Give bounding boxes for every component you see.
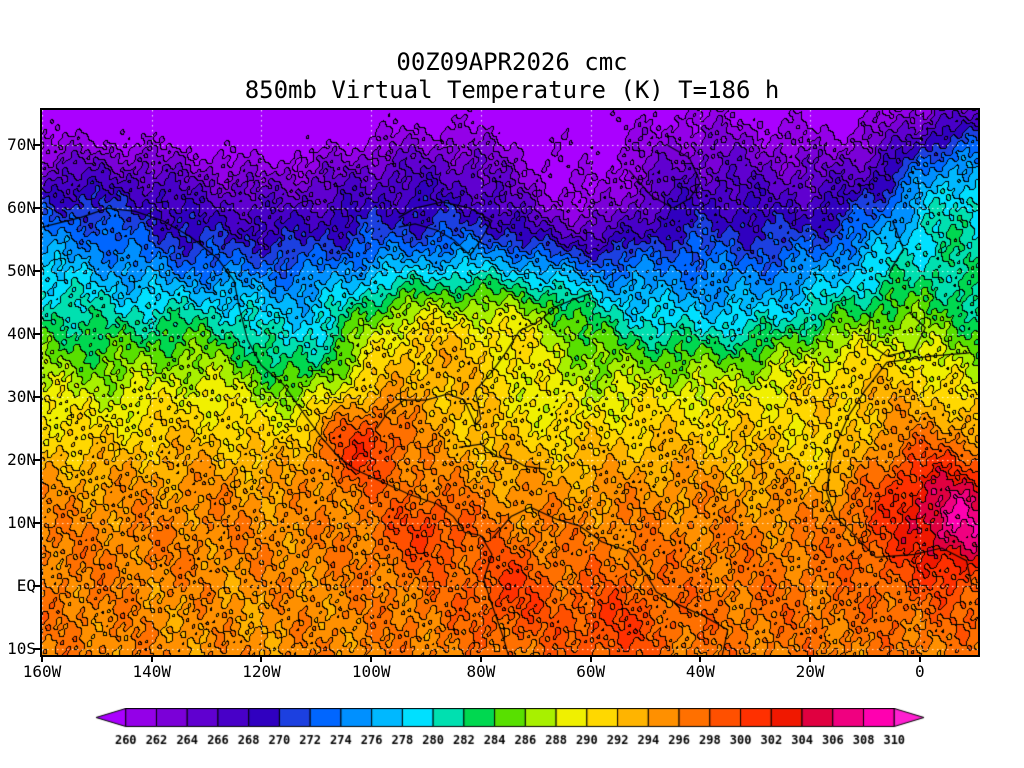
map-frame [40,108,980,657]
x-tick-label: 0 [915,662,925,681]
y-tick-label: EQ [16,575,36,595]
y-tick-label: 50N [7,261,36,281]
x-tick-label: 100W [351,662,391,681]
x-tick-mark [260,655,263,662]
x-tick-mark [699,655,702,662]
x-tick-label: 20W [795,662,825,681]
x-tick-mark [150,655,153,662]
x-tick-mark [589,655,592,662]
y-tick-mark [33,395,40,398]
x-tick-label: 140W [132,662,171,681]
y-tick-mark [33,207,40,210]
y-tick-mark [33,333,40,336]
temperature-contour-map-canvas [42,110,978,655]
x-tick-label: 80W [466,662,496,681]
x-tick-mark [370,655,373,662]
x-tick-label: 60W [576,662,606,681]
x-tick-mark [41,655,43,662]
y-tick-mark [33,144,40,147]
x-tick-label: 40W [685,662,715,681]
y-tick-label: 10S [7,638,36,658]
y-tick-mark [33,270,40,273]
y-tick-mark [33,647,40,650]
x-tick-mark [479,655,482,662]
y-tick-label: 40N [7,324,36,344]
y-tick-mark [33,458,40,461]
y-tick-label: 70N [7,135,36,155]
plot-title: 00Z09APR2026 cmc [396,48,628,76]
x-tick-mark [918,655,921,662]
y-tick-label: 10N [7,512,36,532]
colorbar [95,708,925,754]
y-tick-label: 30N [7,386,36,406]
x-tick-label: 120W [242,662,281,681]
y-tick-mark [33,584,40,587]
plot-subtitle: 850mb Virtual Temperature (K) T=186 h [244,76,780,104]
y-tick-label: 60N [7,198,36,218]
y-tick-label: 20N [7,449,36,469]
x-tick-label: 160W [22,662,62,681]
y-tick-mark [33,521,40,524]
x-tick-mark [809,655,812,662]
